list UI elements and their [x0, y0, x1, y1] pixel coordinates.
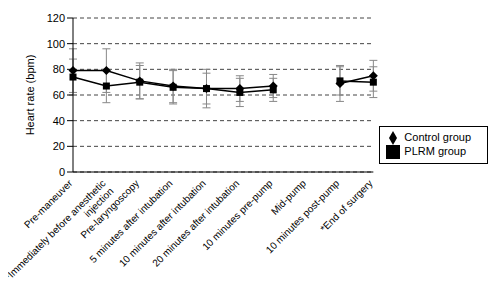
svg-text:Mid-pump: Mid-pump — [268, 177, 308, 217]
svg-text:120: 120 — [47, 12, 65, 24]
svg-text:*Immediately before anesthetic: *Immediately before anestheticinjection — [8, 178, 116, 282]
svg-text:20: 20 — [53, 140, 65, 152]
html-text:PLRM group: PLRM group — [404, 145, 467, 157]
svg-text:20 minutes after intubation: 20 minutes after intubation — [150, 177, 242, 269]
svg-text:10 minutes after intubation: 10 minutes after intubation — [116, 177, 208, 269]
svg-text:10 minutes post-pump: 10 minutes post-pump — [263, 177, 342, 256]
svg-text:10 minutes pre-pump: 10 minutes pre-pump — [200, 177, 275, 252]
svg-text:40: 40 — [53, 115, 65, 127]
svg-text:5 minutes after intubation: 5 minutes after intubation — [87, 177, 175, 265]
html-text:Control group: Control group — [404, 130, 471, 143]
svg-text:80: 80 — [53, 63, 65, 75]
svg-text:0: 0 — [59, 166, 65, 178]
svg-text:Pre-laryngoscopy: Pre-laryngoscopy — [78, 178, 141, 241]
svg-text:Heart rate (bpm): Heart rate (bpm) — [24, 55, 36, 136]
svg-text:Pre-maneuver: Pre-maneuver — [21, 177, 75, 231]
svg-text:*End of surgery: *End of surgery — [318, 178, 375, 235]
svg-text:100: 100 — [47, 38, 65, 50]
svg-text:60: 60 — [53, 89, 65, 101]
